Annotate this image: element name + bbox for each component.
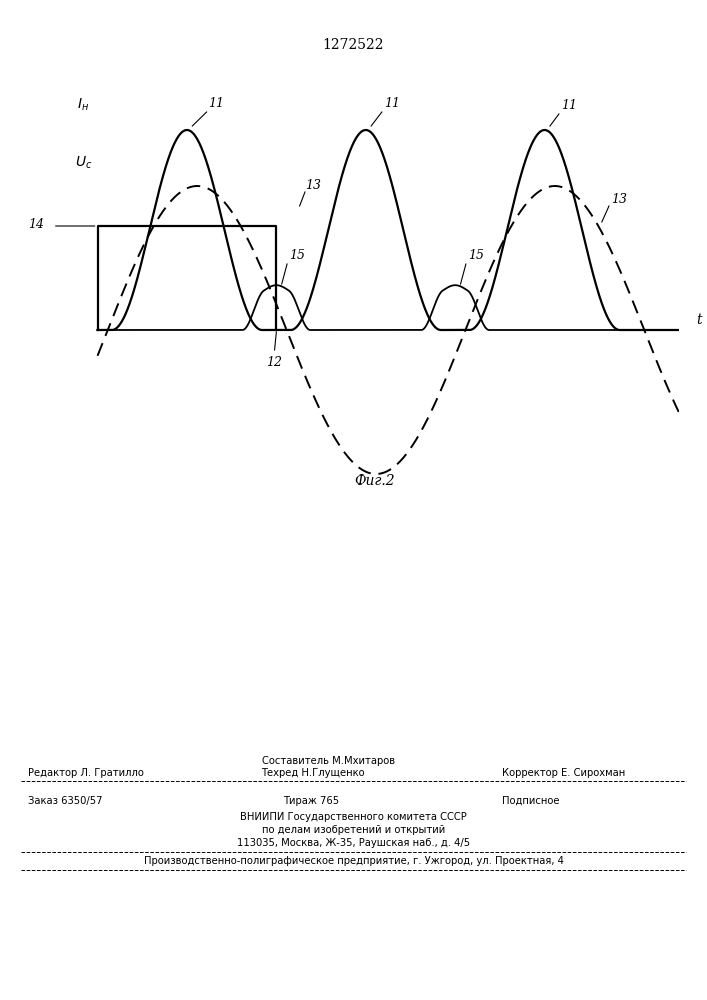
Text: Тираж 765: Тираж 765 xyxy=(283,796,339,806)
Text: Подписное: Подписное xyxy=(502,796,559,806)
Text: 113035, Москва, Ж-35, Раушская наб., д. 4/5: 113035, Москва, Ж-35, Раушская наб., д. … xyxy=(237,838,470,848)
Text: Техред Н.Глущенко: Техред Н.Глущенко xyxy=(262,768,366,778)
Text: Редактор Л. Гратилло: Редактор Л. Гратилло xyxy=(28,768,144,778)
Text: Составитель М.Мхитаров: Составитель М.Мхитаров xyxy=(262,756,395,766)
Text: по делам изобретений и открытий: по делам изобретений и открытий xyxy=(262,825,445,835)
Text: $I_н$: $I_н$ xyxy=(77,97,89,113)
Text: Фиг.2: Фиг.2 xyxy=(354,474,395,488)
Text: ВНИИПИ Государственного комитета СССР: ВНИИПИ Государственного комитета СССР xyxy=(240,812,467,822)
Text: 13: 13 xyxy=(611,193,627,206)
Text: Производственно-полиграфическое предприятие, г. Ужгород, ул. Проектная, 4: Производственно-полиграфическое предприя… xyxy=(144,856,563,866)
Text: 15: 15 xyxy=(289,249,305,262)
Text: 12: 12 xyxy=(267,356,283,369)
Text: 15: 15 xyxy=(468,249,484,262)
Text: 11: 11 xyxy=(561,99,577,112)
Text: t: t xyxy=(696,313,702,327)
Text: 11: 11 xyxy=(384,97,399,110)
Text: 13: 13 xyxy=(305,179,321,192)
Text: Корректор Е. Сирохман: Корректор Е. Сирохман xyxy=(502,768,625,778)
Text: $U_с$: $U_с$ xyxy=(74,154,92,171)
Text: Заказ 6350/57: Заказ 6350/57 xyxy=(28,796,103,806)
Text: 11: 11 xyxy=(209,97,224,110)
Text: 14: 14 xyxy=(28,218,44,231)
Text: 1272522: 1272522 xyxy=(323,38,384,52)
